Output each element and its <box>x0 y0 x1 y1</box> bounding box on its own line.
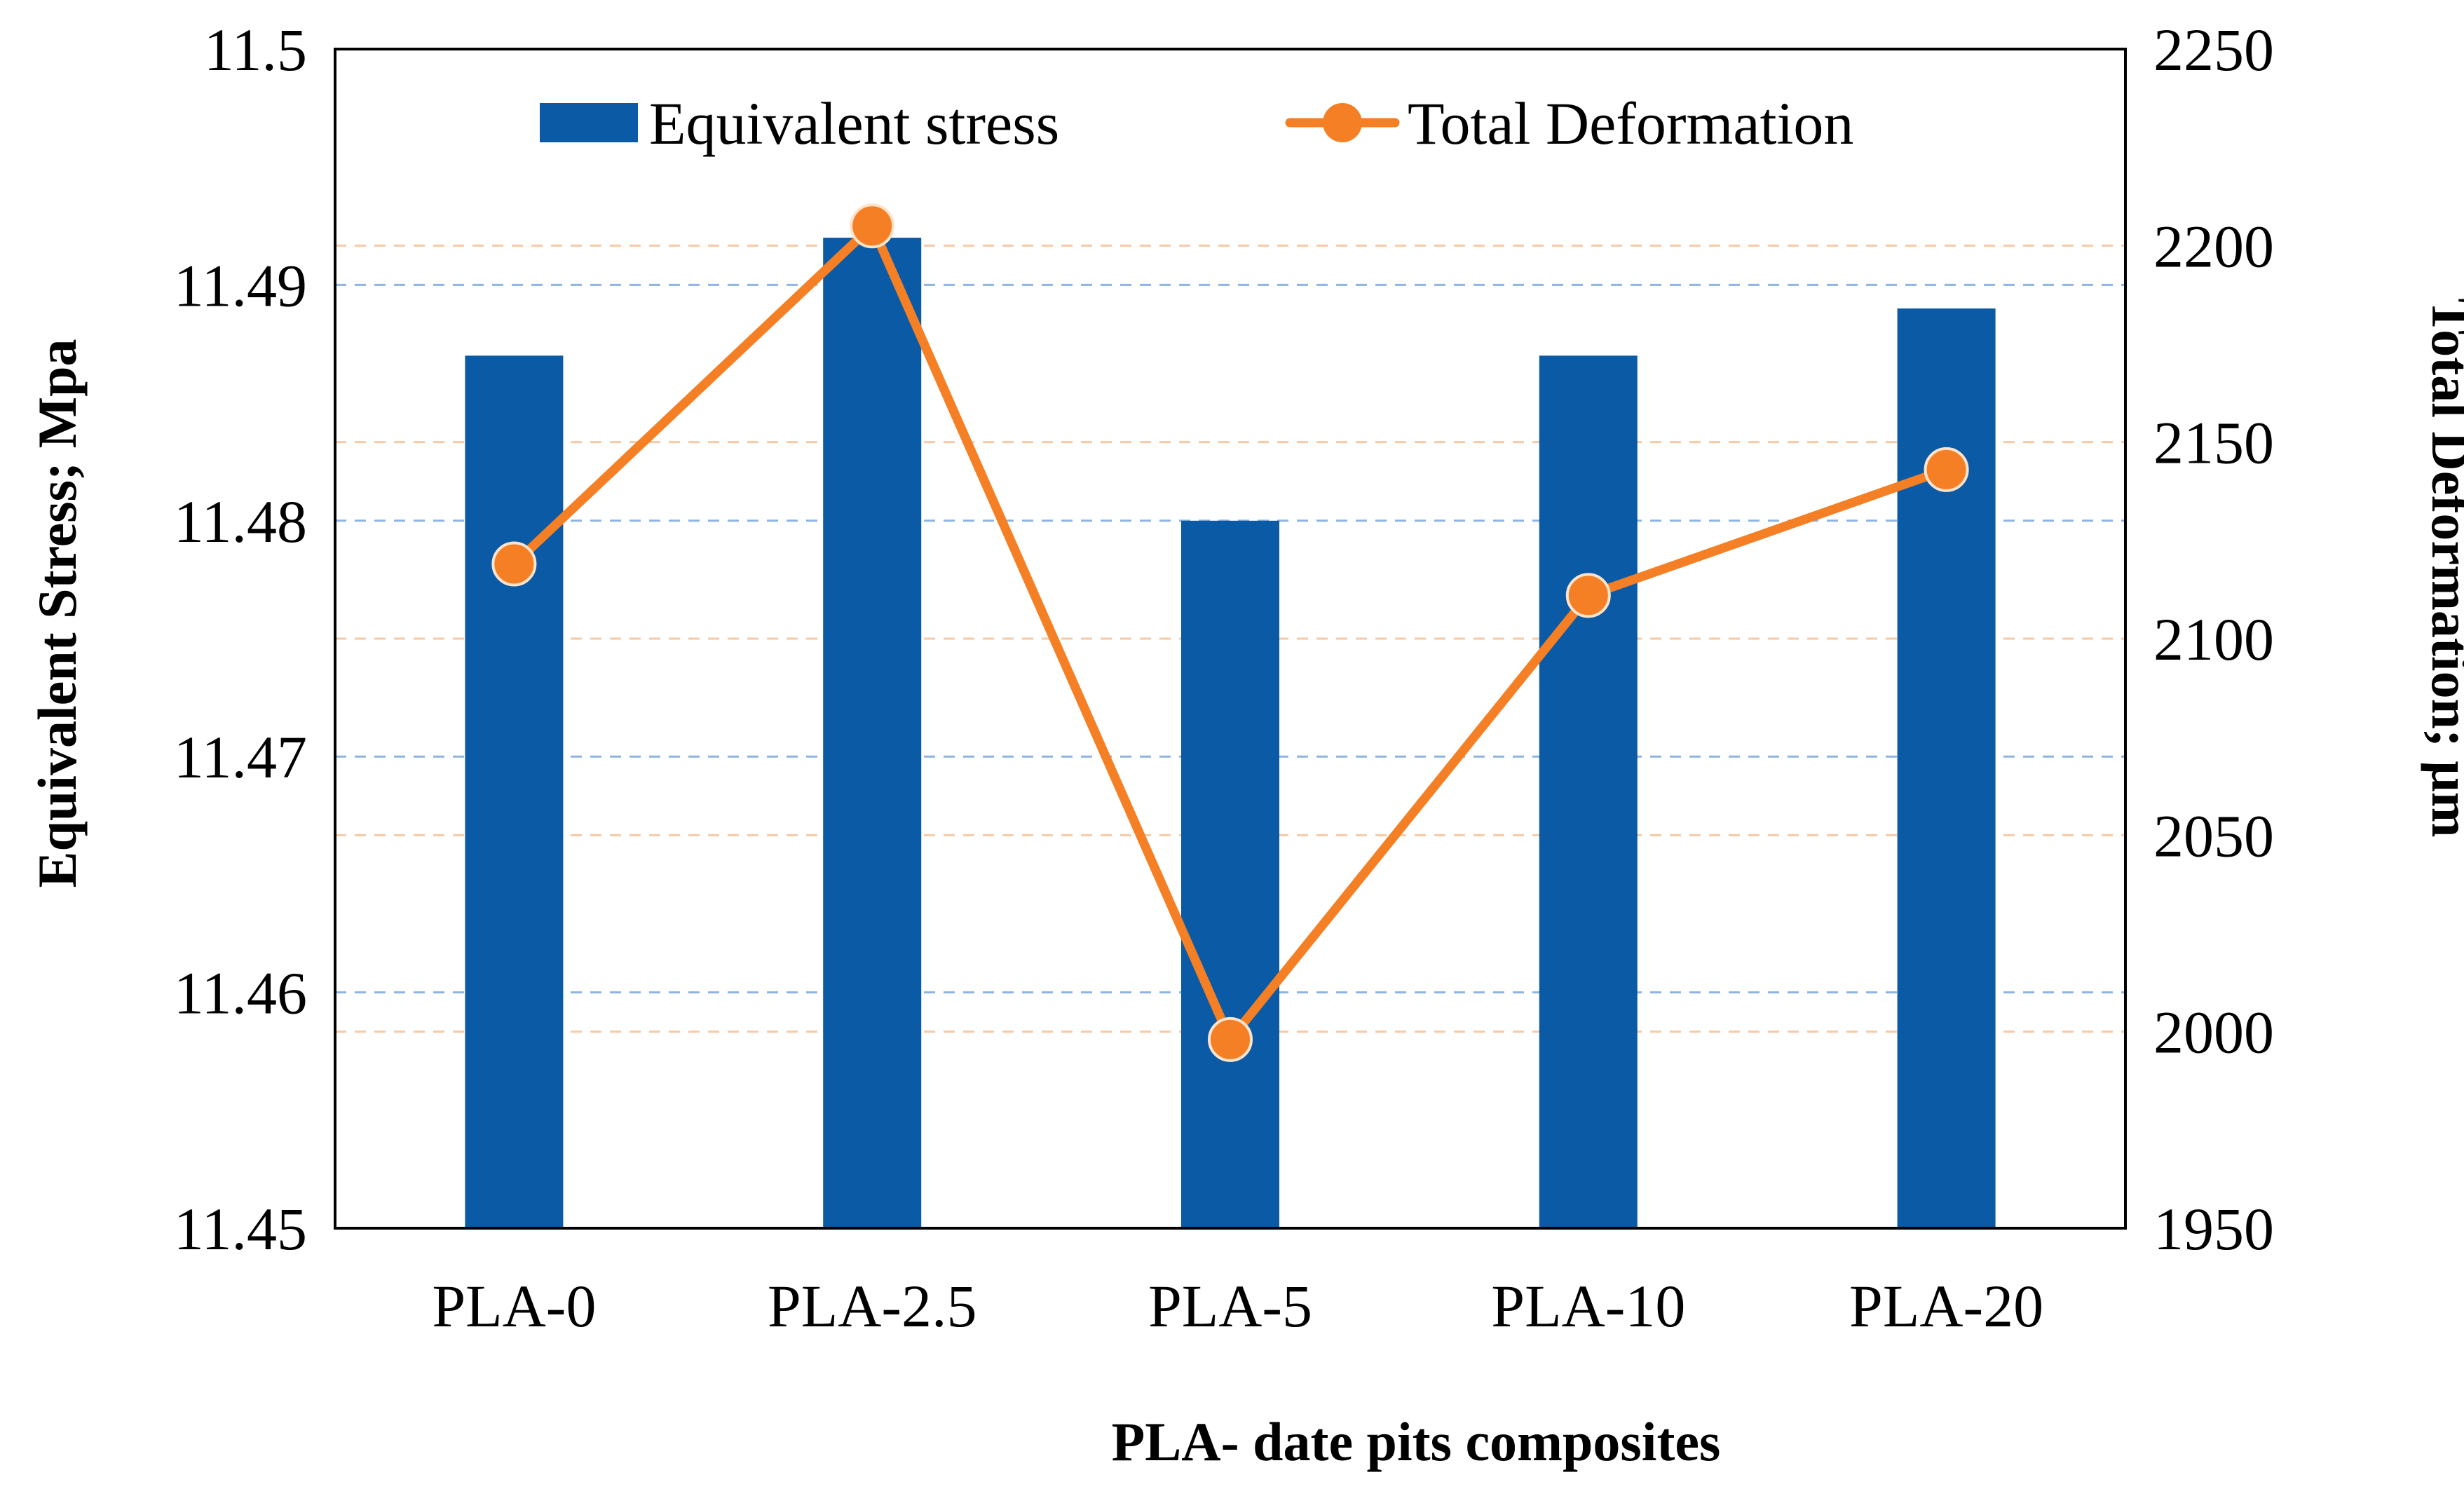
y2-tick-label: 2200 <box>2153 212 2274 280</box>
deformation-point-pla-2_5 <box>850 203 895 249</box>
x-tick-label: PLA-20 <box>1849 1272 2043 1340</box>
legend-label-bar: Equivalent stress <box>649 90 1059 157</box>
y-tick-label: 11.48 <box>174 488 307 555</box>
y2-tick-label: 2250 <box>2153 16 2274 83</box>
y-tick-label: 11.45 <box>174 1195 307 1263</box>
bar-pla-0 <box>465 355 564 1228</box>
legend: Equivalent stress Total Deformation <box>540 90 1853 157</box>
bar-series <box>465 238 1996 1228</box>
x-tick-label: PLA-10 <box>1491 1272 1685 1340</box>
y2-tick-label: 1950 <box>2153 1195 2274 1263</box>
y-tick-label: 11.47 <box>174 723 307 791</box>
bar-pla-20 <box>1897 308 1996 1228</box>
left-axis-gridlines <box>335 283 2125 994</box>
legend-swatch-marker <box>1323 103 1362 142</box>
bar-pla-10 <box>1539 355 1638 1228</box>
right-axis-gridlines <box>335 244 2125 1033</box>
bar-pla-5 <box>1181 520 1279 1228</box>
y2-tick-label: 2000 <box>2153 999 2274 1066</box>
y-tick-label: 11.49 <box>174 252 307 319</box>
x-tick-label: PLA-2.5 <box>768 1272 977 1340</box>
plot-area-frame <box>334 48 2127 1230</box>
y2-tick-label: 2150 <box>2153 409 2274 477</box>
deformation-point-pla-5 <box>1208 1016 1253 1062</box>
deformation-point-pla-20 <box>1924 447 1969 492</box>
y-tick-label: 11.46 <box>174 960 307 1027</box>
deformation-point-pla-0 <box>491 541 537 587</box>
x-tick-label: PLA-0 <box>432 1272 596 1340</box>
line-series <box>491 203 1969 1062</box>
x-axis-title: PLA- date pits composites <box>1112 1411 1721 1472</box>
y2-tick-label: 2050 <box>2153 802 2274 869</box>
deformation-point-pla-10 <box>1565 573 1611 618</box>
legend-swatch-bar <box>540 103 638 142</box>
y2-axis-title: Total Deformation; μm <box>2421 298 2464 837</box>
y-axis-title: Equivalent Stress; Mpa <box>27 339 88 888</box>
x-axis-ticks: PLA-0 PLA-2.5 PLA-5 PLA-10 PLA-20 <box>432 1272 2043 1340</box>
left-axis-ticks: 11.45 11.46 11.47 11.48 11.49 11.5 <box>174 16 307 1263</box>
y2-tick-label: 2100 <box>2153 606 2274 673</box>
legend-label-line: Total Deformation <box>1408 90 1853 157</box>
y-tick-label: 11.5 <box>204 16 307 83</box>
x-tick-label: PLA-5 <box>1148 1272 1312 1340</box>
right-axis-ticks: 1950 2000 2050 2100 2150 2200 2250 <box>2153 16 2274 1263</box>
bar-pla-2_5 <box>823 238 922 1228</box>
